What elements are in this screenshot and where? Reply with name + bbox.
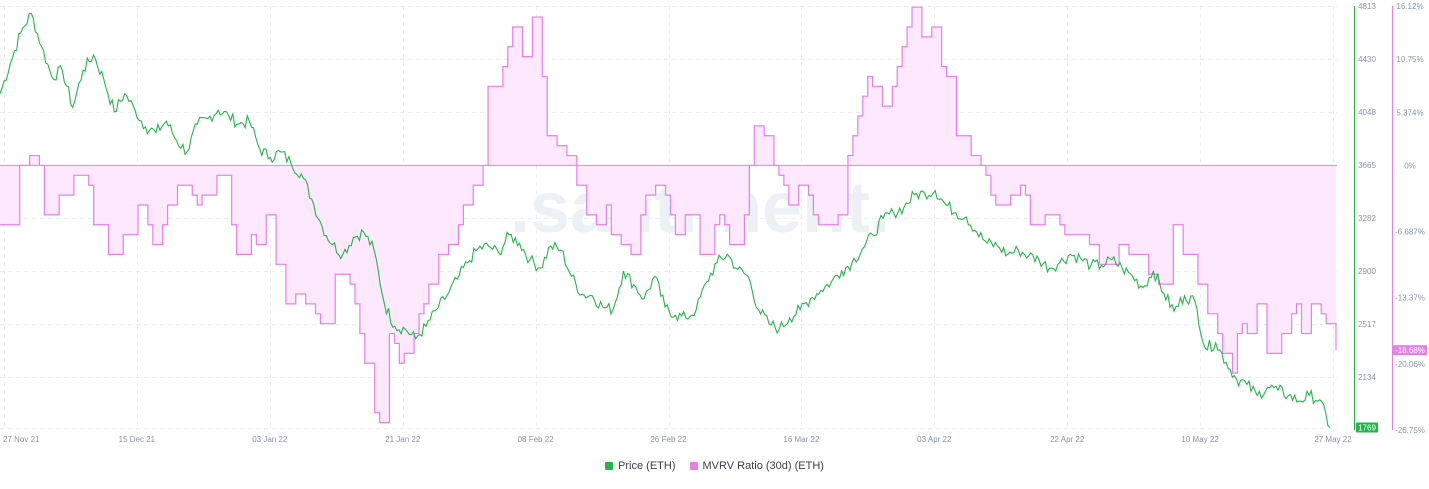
price-axis-tick: 3665 (1358, 161, 1376, 170)
price-axis-tick: 2900 (1358, 267, 1376, 276)
price-line[interactable] (0, 12, 1331, 428)
x-axis-tick: 27 Nov 21 (3, 435, 40, 444)
x-axis-tick: 16 Mar 22 (783, 435, 820, 444)
legend: Price (ETH) MVRV Ratio (30d) (ETH) (0, 458, 1429, 474)
legend-swatch-mvrv (689, 462, 698, 470)
mvrv-axis-tick: -6.687% (1395, 228, 1425, 237)
x-axis-tick: 03 Jan 22 (252, 435, 288, 444)
price-axis-tick: 4813 (1358, 2, 1376, 11)
x-axis-tick: 27 May 22 (1314, 435, 1352, 444)
legend-swatch-price (605, 462, 614, 470)
mvrv-axis-tick: 0% (1404, 161, 1416, 170)
mvrv-line[interactable] (0, 6, 1337, 424)
x-axis-tick: 22 Apr 22 (1050, 435, 1085, 444)
mvrv-current-label: -18.68% (1395, 346, 1425, 355)
mvrv-axis-tick: -20.06% (1395, 360, 1425, 369)
mvrv-axis-tick: 16.12% (1396, 2, 1423, 11)
legend-item-mvrv[interactable]: MVRV Ratio (30d) (ETH) (689, 460, 824, 472)
mvrv-area (0, 7, 1336, 423)
mvrv-axis-tick: 5.374% (1396, 108, 1423, 117)
price-current-badge (1356, 422, 1378, 433)
price-axis-tick: 4430 (1358, 55, 1376, 64)
x-axis-tick: 26 Feb 22 (650, 435, 687, 444)
price-axis-tick: 3282 (1358, 214, 1376, 223)
legend-label-mvrv: MVRV Ratio (30d) (ETH) (702, 460, 824, 472)
x-axis-tick: 21 Jan 22 (385, 435, 421, 444)
legend-item-price[interactable]: Price (ETH) (605, 460, 676, 472)
legend-label-price: Price (ETH) (618, 460, 676, 472)
x-axis-tick: 15 Dec 21 (119, 435, 156, 444)
mvrv-axis-tick: 10.75% (1396, 55, 1423, 64)
mvrv-axis-tick: -26.75% (1395, 426, 1425, 435)
mvrv-current-badge (1393, 345, 1427, 356)
price-axis-tick: 2134 (1358, 373, 1376, 382)
price-axis-tick: 2517 (1358, 320, 1376, 329)
x-axis-tick: 03 Apr 22 (917, 435, 952, 444)
mvrv-axis-tick: -13.37% (1395, 294, 1425, 303)
price-current-label: 1769 (1358, 424, 1376, 433)
x-axis-tick: 10 May 22 (1181, 435, 1219, 444)
x-axis-tick: 08 Feb 22 (518, 435, 555, 444)
price-axis-tick: 4048 (1358, 108, 1376, 117)
